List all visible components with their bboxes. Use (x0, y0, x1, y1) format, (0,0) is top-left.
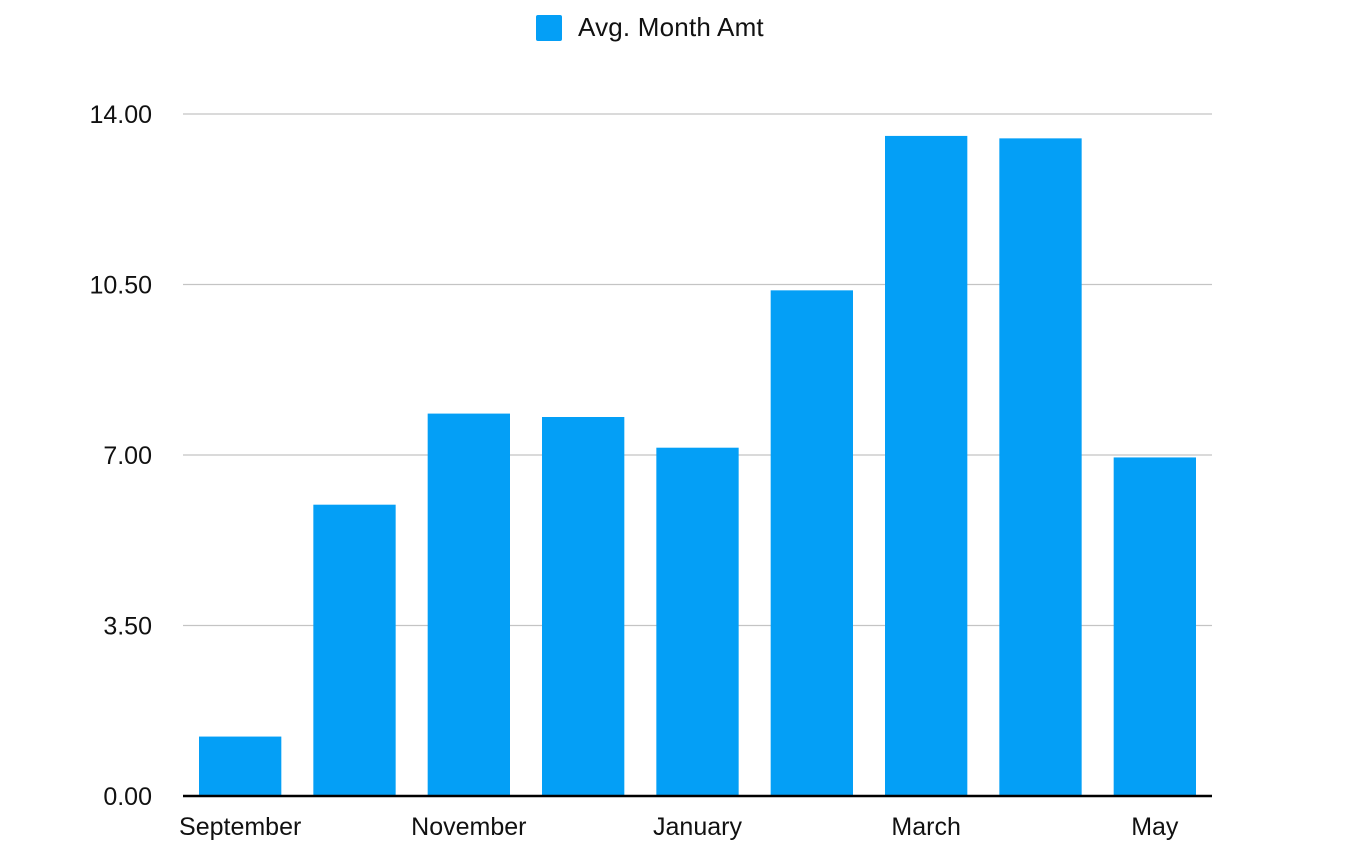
bar-april (999, 138, 1082, 796)
legend-label: Avg. Month Amt (578, 12, 764, 42)
x-tick-label: November (411, 813, 526, 841)
x-tick-label: March (891, 813, 960, 841)
bar-november (427, 413, 510, 796)
legend-swatch (536, 14, 562, 41)
y-tick-label: 7.00 (103, 442, 152, 470)
bar-september (199, 736, 282, 796)
y-tick-label: 3.50 (103, 613, 152, 641)
bar-december (542, 417, 625, 796)
bar-october (313, 504, 396, 796)
y-tick-label: 0.00 (103, 783, 152, 811)
y-tick-label: 14.00 (89, 101, 152, 129)
x-tick-label: January (653, 813, 742, 841)
x-tick-label: May (1131, 813, 1179, 841)
y-tick-label: 10.50 (89, 272, 152, 300)
bar-may (1113, 457, 1196, 796)
bar-january (656, 447, 739, 796)
bar-february (770, 290, 853, 796)
bar-march (885, 135, 968, 796)
x-tick-label: September (179, 813, 301, 841)
legend: Avg. Month Amt (536, 12, 764, 43)
